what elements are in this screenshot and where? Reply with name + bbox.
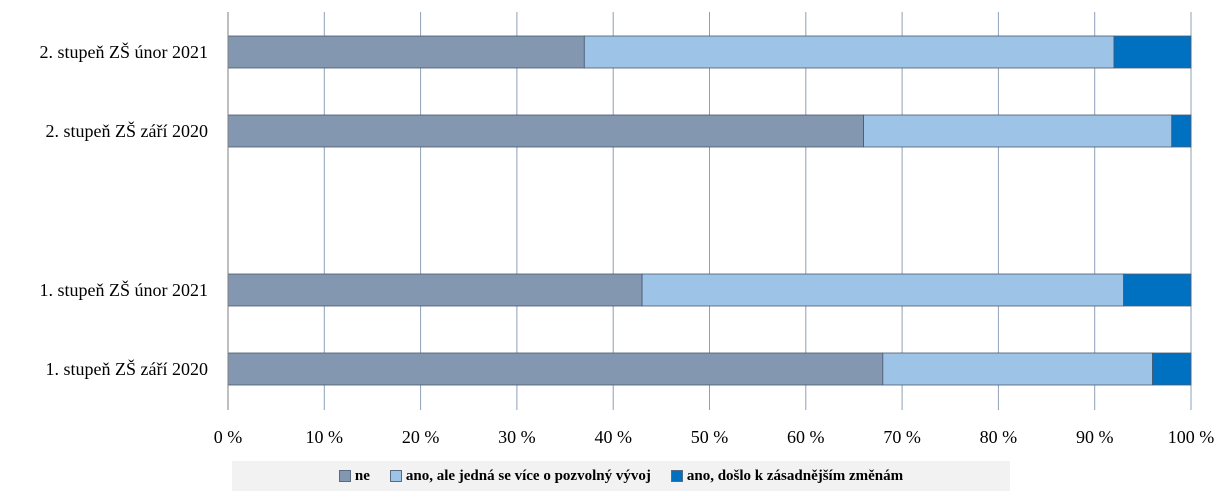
bar-segment xyxy=(882,352,1153,386)
legend-item-gradual: ano, ale jedná se více o pozvolný vývoj xyxy=(389,467,651,485)
bar-segment xyxy=(863,114,1173,148)
legend: ne ano, ale jedná se více o pozvolný výv… xyxy=(232,461,1010,491)
legend-label-ne: ne xyxy=(354,467,370,484)
bar-segment xyxy=(583,35,1115,69)
x-tick-label: 40 % xyxy=(594,427,632,447)
category-label: 2. stupeň ZŠ září 2020 xyxy=(46,120,208,141)
x-tick-label: 50 % xyxy=(691,427,729,447)
chart-area: 2. stupeň ZŠ únor 2021 2. stupeň ZŠ září … xyxy=(40,12,1215,447)
legend-item-major: ano, došlo k zásadnějším změnám xyxy=(670,467,904,485)
bars xyxy=(227,35,1192,386)
bar-segment xyxy=(641,273,1124,307)
bar-segment xyxy=(1152,352,1192,386)
x-tick-label: 60 % xyxy=(787,427,825,447)
x-tick-label: 100 % xyxy=(1168,427,1215,447)
bar-segment xyxy=(1113,35,1192,69)
bar-segment xyxy=(227,352,884,386)
x-tick-label: 30 % xyxy=(498,427,536,447)
category-label: 1. stupeň ZŠ září 2020 xyxy=(46,358,208,379)
x-tick-label: 20 % xyxy=(402,427,440,447)
bar-segment xyxy=(1171,114,1192,148)
category-label: 1. stupeň ZŠ únor 2021 xyxy=(40,279,209,300)
x-tick-label: 10 % xyxy=(306,427,344,447)
x-tick-label: 0 % xyxy=(214,427,243,447)
legend-label-gradual: ano, ale jedná se více o pozvolný vývoj xyxy=(405,467,651,484)
category-label: 2. stupeň ZŠ únor 2021 xyxy=(40,41,209,62)
bar-segment xyxy=(227,35,585,69)
bar-segment xyxy=(227,273,643,307)
bar-segment xyxy=(227,114,864,148)
x-tick-labels: 0 % 10 % 20 % 30 % 40 % 50 % 60 % 70 % 80 % 90 % 1… xyxy=(214,427,1215,447)
bar-segment xyxy=(1123,273,1192,307)
category-labels: 2. stupeň ZŠ únor 2021 2. stupeň ZŠ září … xyxy=(40,41,209,379)
gridlines xyxy=(227,12,1192,410)
legend-item-ne: ne xyxy=(338,467,370,485)
x-tick-label: 70 % xyxy=(883,427,921,447)
legend-label-major: ano, došlo k zásadnějším změnám xyxy=(686,467,904,484)
x-tick-label: 90 % xyxy=(1076,427,1114,447)
legend-swatch-major xyxy=(670,470,683,482)
legend-swatch-gradual xyxy=(389,470,402,482)
x-tick-label: 80 % xyxy=(980,427,1018,447)
legend-swatch-ne xyxy=(338,470,351,482)
